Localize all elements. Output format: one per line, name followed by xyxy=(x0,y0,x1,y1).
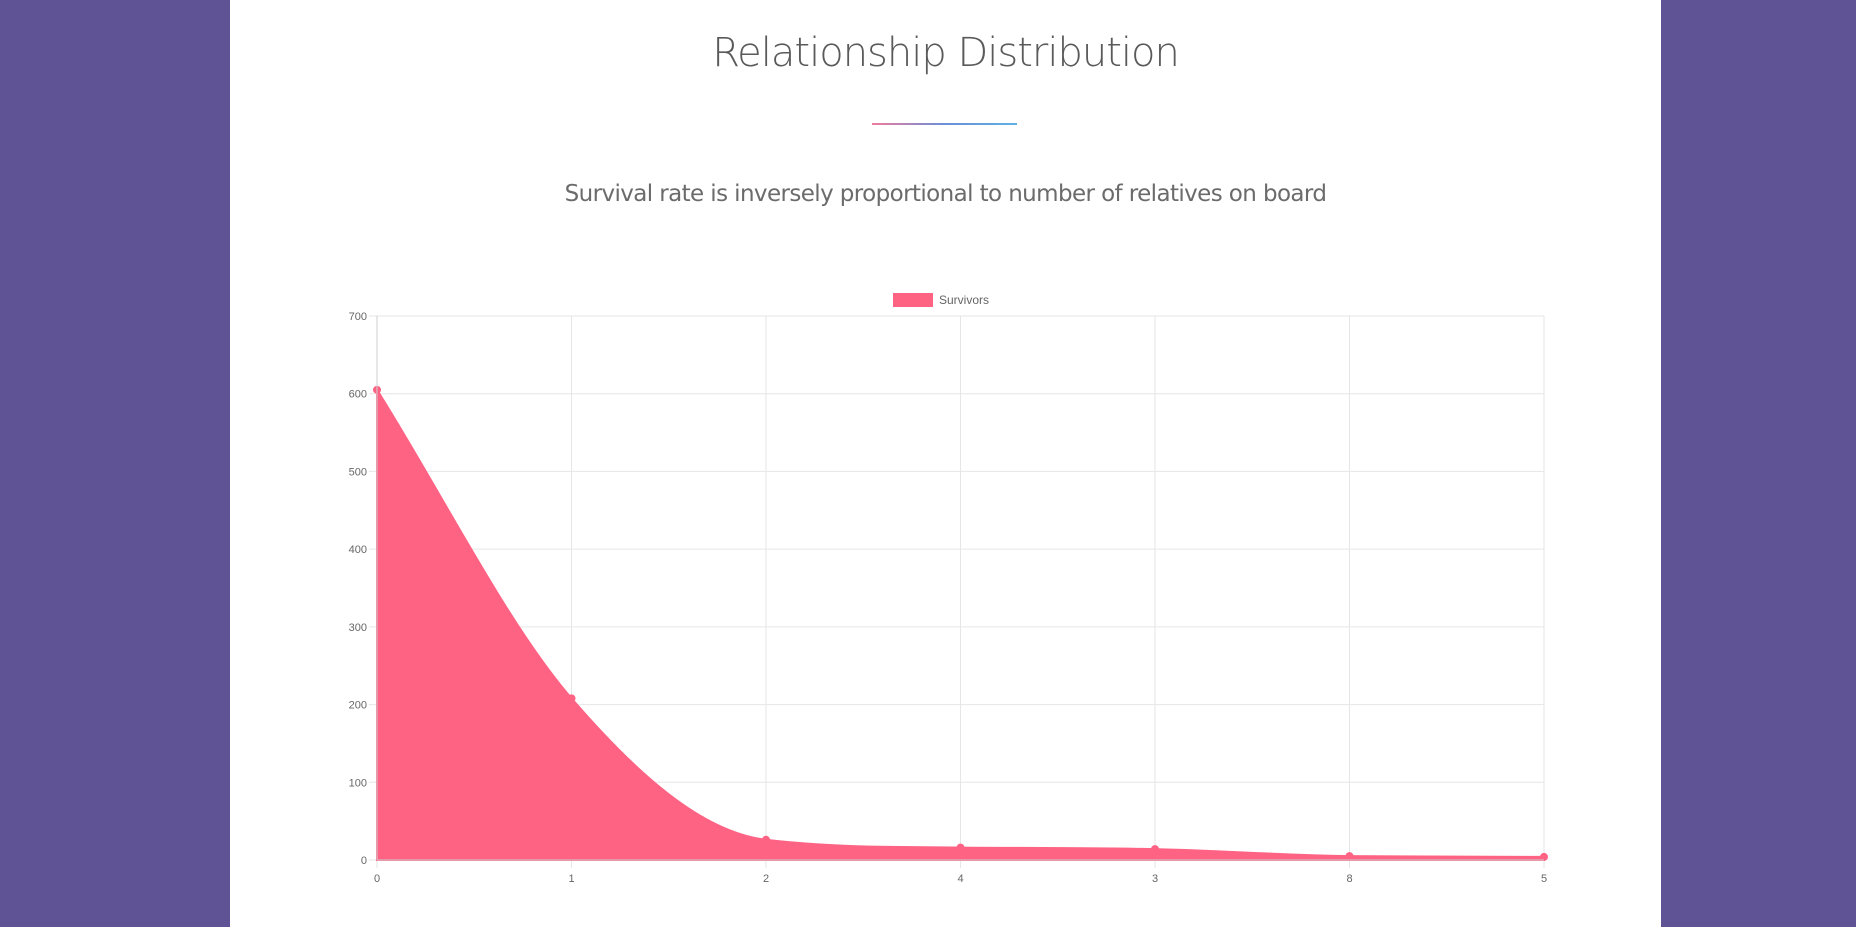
chart-area-layer xyxy=(373,385,1548,861)
y-tick-label: 600 xyxy=(349,389,367,401)
y-tick-label: 200 xyxy=(349,700,367,712)
data-point xyxy=(567,694,576,703)
x-tick-label: 1 xyxy=(568,873,574,885)
y-tick-label: 700 xyxy=(349,311,367,323)
x-tick-label: 0 xyxy=(374,873,380,885)
legend-swatch-survivors xyxy=(893,293,933,307)
y-tick-label: 100 xyxy=(349,777,367,789)
title-divider xyxy=(872,123,1017,125)
x-tick-label: 3 xyxy=(1152,873,1158,885)
chart-legend[interactable]: Survivors xyxy=(893,293,989,307)
x-tick-label: 4 xyxy=(957,873,963,885)
data-point xyxy=(1540,852,1548,861)
chart-axes: 0 100 200 300 400 500 600 700 0 1 2 4 3 8 5 xyxy=(349,311,1547,885)
x-tick-label: 8 xyxy=(1346,873,1352,885)
legend-label-survivors: Survivors xyxy=(939,293,989,307)
y-tick-label: 0 xyxy=(361,855,367,867)
section-title: Relationship Distribution xyxy=(712,30,1180,76)
y-tick-label: 400 xyxy=(349,544,367,556)
y-tick-label: 500 xyxy=(349,466,367,478)
x-tick-label: 5 xyxy=(1541,873,1547,885)
data-point xyxy=(1345,852,1354,861)
x-tick-label: 2 xyxy=(763,873,769,885)
y-tick-label: 300 xyxy=(349,622,367,634)
data-point xyxy=(1151,845,1159,854)
data-point xyxy=(956,843,965,852)
data-point xyxy=(762,835,770,844)
section-subtitle: Survival rate is inversely proportional … xyxy=(564,181,1327,207)
